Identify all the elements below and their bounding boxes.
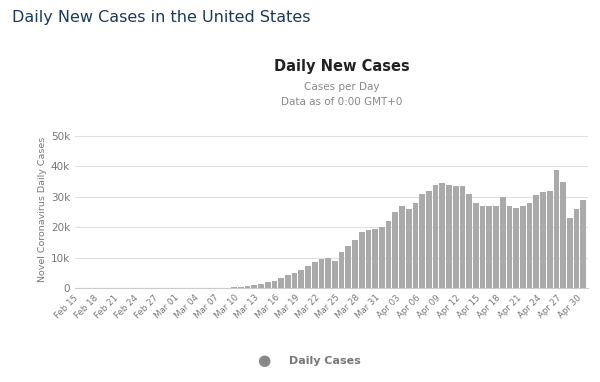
Bar	[567, 218, 573, 288]
Bar	[506, 206, 512, 288]
Bar	[278, 278, 284, 288]
Bar	[533, 196, 539, 288]
Text: ●: ●	[257, 353, 271, 369]
Bar	[540, 193, 546, 288]
Bar	[332, 261, 338, 288]
Bar	[352, 240, 358, 288]
Bar	[527, 203, 532, 288]
Text: Daily Cases: Daily Cases	[289, 356, 361, 366]
Bar	[500, 197, 506, 288]
Y-axis label: Novel Coronavirus Daily Cases: Novel Coronavirus Daily Cases	[38, 136, 47, 282]
Bar	[473, 203, 479, 288]
Bar	[560, 182, 566, 288]
Bar	[433, 185, 439, 288]
Bar	[439, 183, 445, 288]
Bar	[520, 206, 526, 288]
Bar	[399, 206, 405, 288]
Bar	[460, 186, 465, 288]
Bar	[426, 191, 432, 288]
Bar	[547, 191, 553, 288]
Bar	[379, 227, 385, 288]
Bar	[292, 273, 298, 288]
Bar	[365, 230, 371, 288]
Bar	[419, 194, 425, 288]
Text: Data as of 0:00 GMT+0: Data as of 0:00 GMT+0	[281, 97, 403, 107]
Bar	[574, 209, 580, 288]
Bar	[554, 170, 559, 288]
Bar	[231, 287, 237, 288]
Text: Daily New Cases: Daily New Cases	[274, 59, 410, 74]
Bar	[319, 259, 324, 288]
Text: Cases per Day: Cases per Day	[304, 82, 380, 92]
Bar	[453, 186, 458, 288]
Bar	[272, 281, 277, 288]
Text: Daily New Cases in the United States: Daily New Cases in the United States	[12, 10, 311, 24]
Bar	[487, 206, 492, 288]
Bar	[406, 209, 412, 288]
Bar	[372, 229, 378, 288]
Bar	[251, 285, 257, 288]
Bar	[258, 284, 264, 288]
Bar	[325, 258, 331, 288]
Bar	[265, 282, 271, 288]
Bar	[339, 252, 344, 288]
Bar	[298, 270, 304, 288]
Bar	[238, 287, 244, 288]
Bar	[466, 194, 472, 288]
Bar	[413, 203, 418, 288]
Bar	[480, 206, 485, 288]
Bar	[346, 246, 351, 288]
Bar	[305, 265, 311, 288]
Bar	[359, 232, 365, 288]
Bar	[493, 206, 499, 288]
Bar	[446, 185, 452, 288]
Bar	[386, 221, 391, 288]
Bar	[392, 212, 398, 288]
Bar	[580, 200, 586, 288]
Bar	[312, 262, 317, 288]
Bar	[285, 275, 291, 288]
Bar	[513, 208, 519, 288]
Bar	[245, 286, 250, 288]
